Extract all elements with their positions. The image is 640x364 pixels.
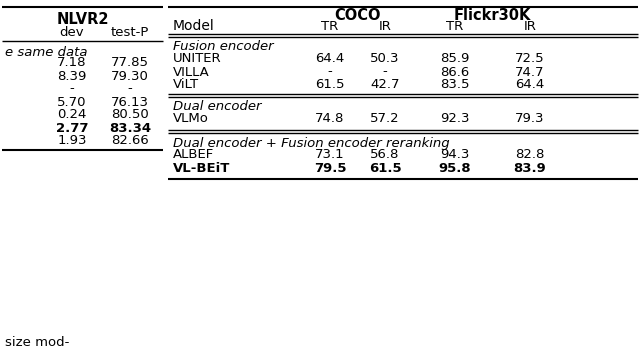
Text: 80.50: 80.50 <box>111 108 149 122</box>
Text: Flickr30K: Flickr30K <box>454 8 531 23</box>
Text: VILLA: VILLA <box>173 66 210 79</box>
Text: test-P: test-P <box>111 27 149 40</box>
Text: -: - <box>383 66 387 79</box>
Text: -: - <box>127 83 132 95</box>
Text: 74.7: 74.7 <box>515 66 545 79</box>
Text: 1.93: 1.93 <box>57 135 87 147</box>
Text: 8.39: 8.39 <box>58 70 86 83</box>
Text: VL-BEiT: VL-BEiT <box>173 162 230 174</box>
Text: 61.5: 61.5 <box>369 162 401 174</box>
Text: TR: TR <box>446 20 463 32</box>
Text: Dual encoder: Dual encoder <box>173 100 262 114</box>
Text: VLMo: VLMo <box>173 112 209 126</box>
Text: 79.3: 79.3 <box>515 112 545 126</box>
Text: Fusion encoder: Fusion encoder <box>173 40 274 54</box>
Text: 94.3: 94.3 <box>440 149 470 162</box>
Text: -: - <box>70 83 74 95</box>
Text: 79.5: 79.5 <box>314 162 346 174</box>
Text: IR: IR <box>524 20 536 32</box>
Text: ViLT: ViLT <box>173 79 199 91</box>
Text: Dual encoder + Fusion encoder reranking: Dual encoder + Fusion encoder reranking <box>173 136 450 150</box>
Text: 57.2: 57.2 <box>370 112 400 126</box>
Text: -: - <box>328 66 332 79</box>
Text: size mod-: size mod- <box>5 336 69 348</box>
Text: 74.8: 74.8 <box>316 112 345 126</box>
Text: 83.34: 83.34 <box>109 122 151 135</box>
Text: 82.8: 82.8 <box>515 149 545 162</box>
Text: dev: dev <box>60 27 84 40</box>
Text: 83.9: 83.9 <box>514 162 547 174</box>
Text: 0.24: 0.24 <box>58 108 86 122</box>
Text: 5.70: 5.70 <box>57 95 87 108</box>
Text: IR: IR <box>379 20 392 32</box>
Text: 73.1: 73.1 <box>315 149 345 162</box>
Text: 85.9: 85.9 <box>440 52 470 66</box>
Text: 83.5: 83.5 <box>440 79 470 91</box>
Text: 7.18: 7.18 <box>57 56 87 70</box>
Text: 64.4: 64.4 <box>316 52 344 66</box>
Text: 61.5: 61.5 <box>316 79 345 91</box>
Text: 86.6: 86.6 <box>440 66 470 79</box>
Text: 77.85: 77.85 <box>111 56 149 70</box>
Text: NLVR2: NLVR2 <box>56 12 109 28</box>
Text: 95.8: 95.8 <box>438 162 471 174</box>
Text: 56.8: 56.8 <box>371 149 400 162</box>
Text: 72.5: 72.5 <box>515 52 545 66</box>
Text: Model: Model <box>173 19 215 33</box>
Text: 2.77: 2.77 <box>56 122 88 135</box>
Text: 50.3: 50.3 <box>371 52 400 66</box>
Text: TR: TR <box>321 20 339 32</box>
Text: 42.7: 42.7 <box>371 79 400 91</box>
Text: ALBEF: ALBEF <box>173 149 214 162</box>
Text: e same data: e same data <box>5 46 88 59</box>
Text: COCO: COCO <box>334 8 381 23</box>
Text: 92.3: 92.3 <box>440 112 470 126</box>
Text: 64.4: 64.4 <box>515 79 545 91</box>
Text: UNITER: UNITER <box>173 52 221 66</box>
Text: 76.13: 76.13 <box>111 95 149 108</box>
Text: 82.66: 82.66 <box>111 135 149 147</box>
Text: 79.30: 79.30 <box>111 70 149 83</box>
